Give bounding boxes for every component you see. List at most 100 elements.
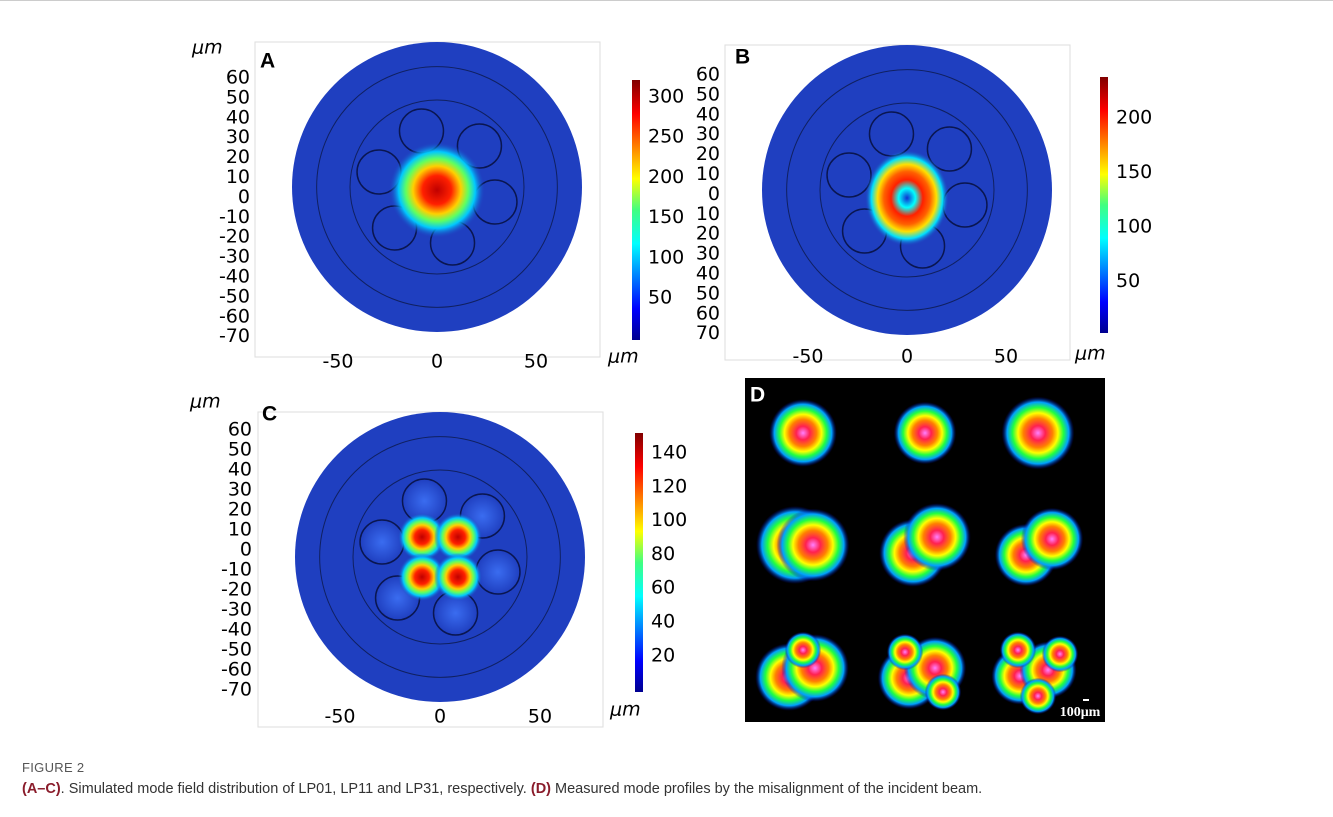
measured-mode (1019, 677, 1057, 715)
outline (316, 66, 558, 308)
y-tick-label: 70 (696, 322, 720, 344)
y-tick-label: -40 (221, 619, 252, 641)
y-tick-label: -70 (219, 325, 250, 347)
measured-mode (999, 631, 1037, 669)
x-tick-label: 0 (434, 706, 446, 728)
colorbar (1100, 77, 1108, 333)
y-tick-label: -30 (219, 246, 250, 268)
x-tick-label: 50 (528, 706, 552, 728)
caption-text: Measured mode profiles by the misalignme… (551, 781, 983, 797)
colorbar-tick-label: 100 (651, 509, 687, 531)
y-tick-label: 20 (696, 143, 720, 165)
y-tick-label: -10 (221, 559, 252, 581)
outline (786, 69, 1028, 311)
y-tick-label: 0 (238, 186, 250, 208)
outline (349, 99, 525, 275)
plot-frame (254, 41, 601, 358)
colorbar-tick-label: 80 (651, 543, 675, 565)
y-tick-label: 0 (240, 539, 252, 561)
y-tick-label: 50 (696, 83, 720, 105)
y-tick-label: 10 (228, 519, 252, 541)
colorbar-tick-label: 150 (648, 206, 684, 228)
outline (319, 436, 561, 678)
x-unit: μm (609, 699, 641, 721)
y-tick-label: 50 (226, 86, 250, 108)
colorbar-tick-label: 100 (648, 246, 684, 268)
y-tick-label: -60 (219, 305, 250, 327)
measured-mode (1001, 396, 1075, 470)
y-tick-label: -10 (219, 206, 250, 228)
y-tick-label: 10 (696, 203, 720, 225)
measured-mode (1041, 635, 1079, 673)
y-tick-label: -50 (221, 639, 252, 661)
y-tick-label: 60 (696, 64, 720, 86)
y-tick-label: 40 (696, 103, 720, 125)
mode-field (398, 513, 446, 561)
outline (819, 102, 995, 278)
y-tick-label: 40 (228, 459, 252, 481)
y-tick-label: 50 (228, 439, 252, 461)
y-tick-label: 60 (226, 67, 250, 89)
mode-field (865, 150, 949, 246)
panel-label: A (260, 50, 275, 73)
measured-mode (893, 401, 957, 465)
colorbar-tick-label: 200 (648, 166, 684, 188)
y-unit: μm (191, 37, 223, 59)
y-tick-label: 30 (226, 126, 250, 148)
colorbar-tick-label: 200 (1116, 107, 1152, 129)
y-unit: μm (189, 391, 221, 413)
x-unit: μm (1074, 343, 1106, 365)
colorbar (635, 433, 643, 692)
y-tick-label: -40 (219, 266, 250, 288)
mode-field (434, 553, 482, 601)
colorbar-tick-label: 50 (1116, 270, 1140, 292)
caption: (A–C). Simulated mode field distribution… (22, 781, 982, 797)
y-tick-label: 50 (696, 282, 720, 304)
colorbar-tick-label: 40 (651, 611, 675, 633)
y-tick-label: -60 (221, 659, 252, 681)
y-tick-label: 30 (696, 243, 720, 265)
core (359, 519, 405, 565)
panel-label: C (262, 403, 277, 426)
panel-label: B (735, 46, 750, 69)
x-tick-label: -50 (322, 351, 353, 373)
y-tick-label: -20 (221, 579, 252, 601)
plot-frame (257, 411, 604, 728)
colorbar-tick-label: 250 (648, 126, 684, 148)
y-tick-label: 30 (696, 123, 720, 145)
measured-mode (924, 673, 962, 711)
y-tick-label: 20 (696, 223, 720, 245)
plot-frame (724, 44, 1071, 361)
fiber-cladding (295, 412, 585, 702)
y-tick-label: -50 (219, 285, 250, 307)
x-tick-label: 50 (994, 346, 1018, 368)
y-tick-label: 60 (696, 302, 720, 324)
core (926, 126, 973, 172)
measured-mode (776, 508, 850, 582)
y-tick-label: -20 (219, 226, 250, 248)
outline (352, 469, 528, 645)
measured-mode (903, 503, 971, 571)
y-tick-label: 40 (226, 106, 250, 128)
y-tick-label: 10 (696, 163, 720, 185)
measured-mode (784, 631, 822, 669)
colorbar-tick-label: 60 (651, 577, 675, 599)
colorbar-tick-label: 140 (651, 442, 687, 464)
y-tick-label: 20 (228, 499, 252, 521)
colorbar-tick-label: 100 (1116, 216, 1152, 238)
y-tick-label: 10 (226, 166, 250, 188)
colorbar-tick-label: 120 (651, 475, 687, 497)
scale-bar-label: 100μm (1060, 705, 1101, 720)
measured-mode (769, 399, 837, 467)
x-tick-label: -50 (324, 706, 355, 728)
measured-mode (886, 633, 924, 671)
panel-label: D (750, 384, 765, 407)
core (475, 549, 521, 595)
y-tick-label: 0 (708, 183, 720, 205)
x-tick-label: 50 (524, 351, 548, 373)
caption-text: . Simulated mode field distribution of L… (60, 781, 531, 797)
x-tick-label: 0 (901, 346, 913, 368)
x-unit: μm (607, 346, 639, 368)
